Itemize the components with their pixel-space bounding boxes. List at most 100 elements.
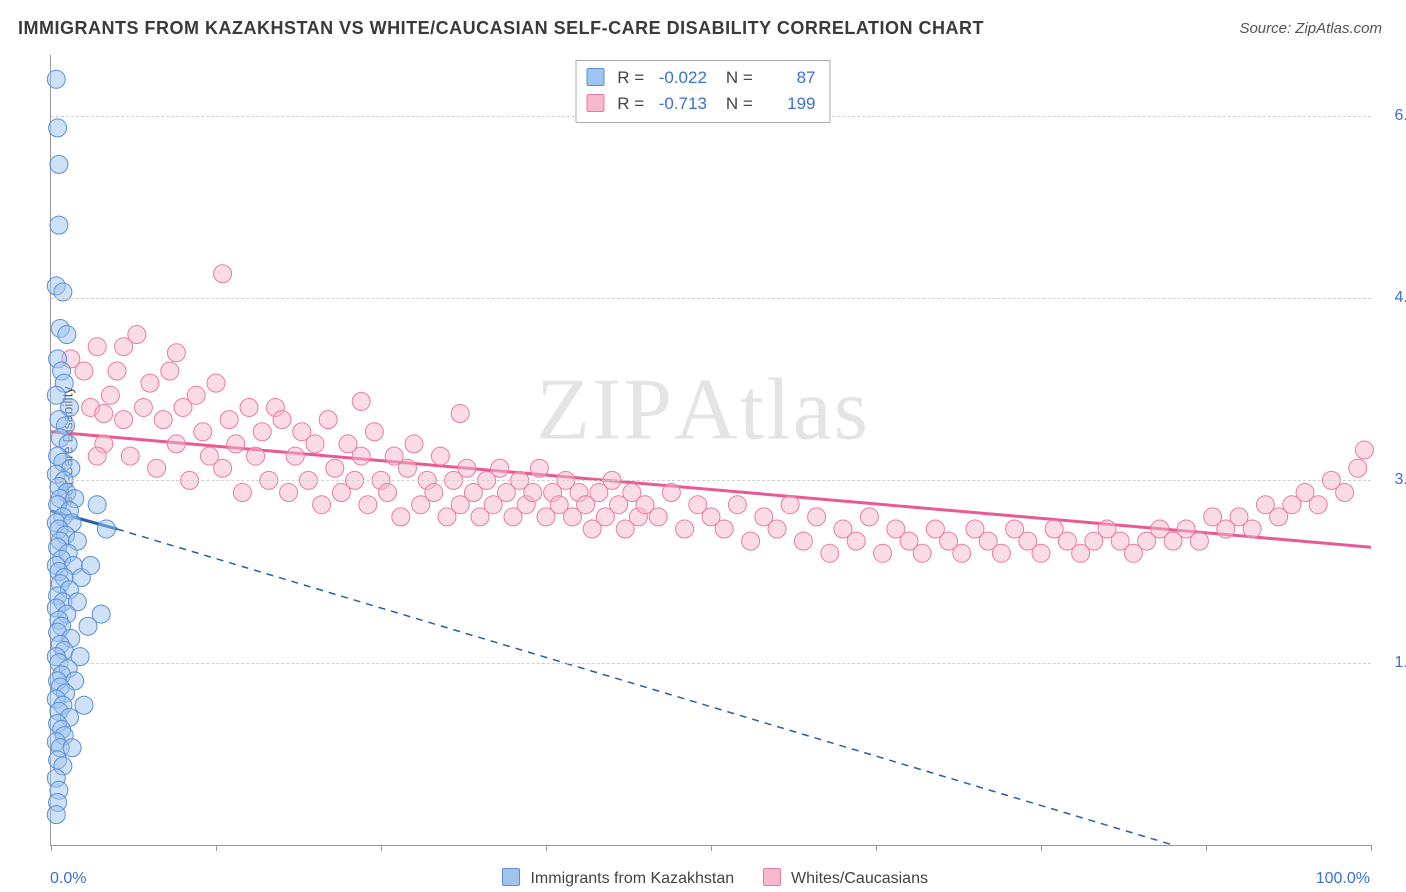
n-label: N =: [726, 68, 753, 87]
scatter-point: [167, 435, 185, 453]
scatter-point: [134, 398, 152, 416]
scatter-point: [214, 265, 232, 283]
y-tick-label: 4.5%: [1381, 289, 1406, 307]
scatter-point: [808, 508, 826, 526]
scatter-point: [63, 739, 81, 757]
scatter-point: [1032, 544, 1050, 562]
scatter-point: [187, 386, 205, 404]
gridline-h: [51, 480, 1371, 481]
scatter-point: [405, 435, 423, 453]
scatter-point: [148, 459, 166, 477]
scatter-point: [58, 326, 76, 344]
stats-row-b: R = -0.713 N = 199: [587, 91, 816, 117]
x-tick-mark: [876, 845, 877, 851]
n-value-b: 199: [757, 91, 815, 117]
scatter-point: [1336, 484, 1354, 502]
scatter-point: [794, 532, 812, 550]
scatter-point: [82, 556, 100, 574]
scatter-point: [167, 344, 185, 362]
scatter-point: [220, 411, 238, 429]
n-label: N =: [726, 94, 753, 113]
gridline-h: [51, 663, 1371, 664]
scatter-point: [49, 119, 67, 137]
scatter-point: [491, 459, 509, 477]
scatter-point: [273, 411, 291, 429]
scatter-point: [50, 155, 68, 173]
gridline-h: [51, 298, 1371, 299]
scatter-point: [874, 544, 892, 562]
x-tick-mark: [381, 845, 382, 851]
r-label: R =: [617, 94, 644, 113]
scatter-point: [313, 496, 331, 514]
scatter-point: [115, 338, 133, 356]
scatter-point: [95, 405, 113, 423]
scatter-point: [451, 405, 469, 423]
scatter-point: [75, 696, 93, 714]
scatter-point: [194, 423, 212, 441]
scatter-point: [50, 216, 68, 234]
scatter-point: [214, 459, 232, 477]
scatter-point: [326, 459, 344, 477]
scatter-point: [742, 532, 760, 550]
y-tick-label: 6.0%: [1381, 107, 1406, 125]
scatter-point: [1190, 532, 1208, 550]
scatter-point: [47, 806, 65, 824]
scatter-point: [306, 435, 324, 453]
scatter-point: [280, 484, 298, 502]
scatter-point: [379, 484, 397, 502]
r-value-b: -0.713: [649, 91, 707, 117]
scatter-point: [1309, 496, 1327, 514]
scatter-point: [365, 423, 383, 441]
swatch-series-a: [587, 68, 605, 86]
scatter-point: [141, 374, 159, 392]
scatter-point: [728, 496, 746, 514]
y-tick-label: 3.0%: [1381, 471, 1406, 489]
x-tick-mark: [1206, 845, 1207, 851]
scatter-point: [161, 362, 179, 380]
scatter-point: [530, 459, 548, 477]
scatter-point: [821, 544, 839, 562]
scatter-point: [352, 447, 370, 465]
scatter-point: [847, 532, 865, 550]
scatter-point: [240, 398, 258, 416]
scatter-point: [913, 544, 931, 562]
scatter-point: [233, 484, 251, 502]
scatter-point: [1349, 459, 1367, 477]
scatter-point: [47, 70, 65, 88]
bottom-legend: Immigrants from Kazakhstan Whites/Caucas…: [0, 868, 1406, 888]
scatter-point: [662, 484, 680, 502]
chart-container: IMMIGRANTS FROM KAZAKHSTAN VS WHITE/CAUC…: [0, 0, 1406, 892]
scatter-point: [352, 392, 370, 410]
scatter-point: [154, 411, 172, 429]
scatter-point: [88, 338, 106, 356]
scatter-point: [431, 447, 449, 465]
scatter-point: [108, 362, 126, 380]
scatter-point: [115, 411, 133, 429]
scatter-point: [207, 374, 225, 392]
scatter-point: [247, 447, 265, 465]
stats-row-a: R = -0.022 N = 87: [587, 65, 816, 91]
scatter-point: [253, 423, 271, 441]
scatter-point: [319, 411, 337, 429]
scatter-point: [953, 544, 971, 562]
scatter-point: [1355, 441, 1373, 459]
r-label: R =: [617, 68, 644, 87]
x-tick-mark: [1041, 845, 1042, 851]
scatter-points-layer: [51, 55, 1371, 845]
scatter-point: [676, 520, 694, 538]
scatter-point: [286, 447, 304, 465]
y-tick-label: 1.5%: [1381, 654, 1406, 672]
legend-swatch-a: [502, 868, 520, 886]
scatter-point: [992, 544, 1010, 562]
scatter-point: [398, 459, 416, 477]
scatter-point: [88, 447, 106, 465]
r-value-a: -0.022: [649, 65, 707, 91]
scatter-point: [425, 484, 443, 502]
x-tick-mark: [711, 845, 712, 851]
scatter-point: [1243, 520, 1261, 538]
x-tick-mark: [216, 845, 217, 851]
x-tick-mark: [546, 845, 547, 851]
scatter-point: [715, 520, 733, 538]
scatter-point: [392, 508, 410, 526]
source-label: Source: ZipAtlas.com: [1239, 20, 1382, 37]
